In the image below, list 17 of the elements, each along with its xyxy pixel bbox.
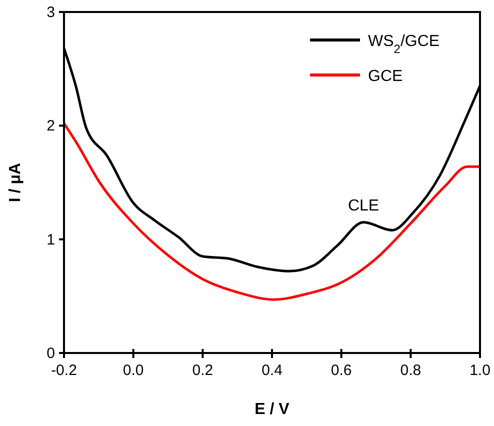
x-tick-label: 0.0 (122, 362, 144, 379)
x-tick-label: 0.4 (262, 362, 282, 379)
x-tick-label: 0.8 (400, 362, 422, 379)
x-tick-label: 0.2 (192, 362, 214, 379)
line-series (62, 122, 482, 301)
y-tick-label: 3 (46, 4, 55, 21)
legend-label: WS$_{2}$/GCE (368, 33, 440, 56)
y-tick-label: 0 (46, 345, 55, 362)
x-tick-label: -0.2 (51, 362, 77, 379)
x-axis-title: E / V (254, 401, 290, 418)
legend-label: GCE (368, 68, 403, 85)
x-tick-label: 1.0 (470, 362, 490, 379)
y-tick-label: 2 (46, 118, 55, 135)
annotation: CLE (348, 197, 380, 214)
y-tick-label: 1 (46, 231, 55, 248)
x-tick-label: 0.6 (330, 362, 352, 379)
y-axis-title: I / μA (7, 162, 24, 202)
